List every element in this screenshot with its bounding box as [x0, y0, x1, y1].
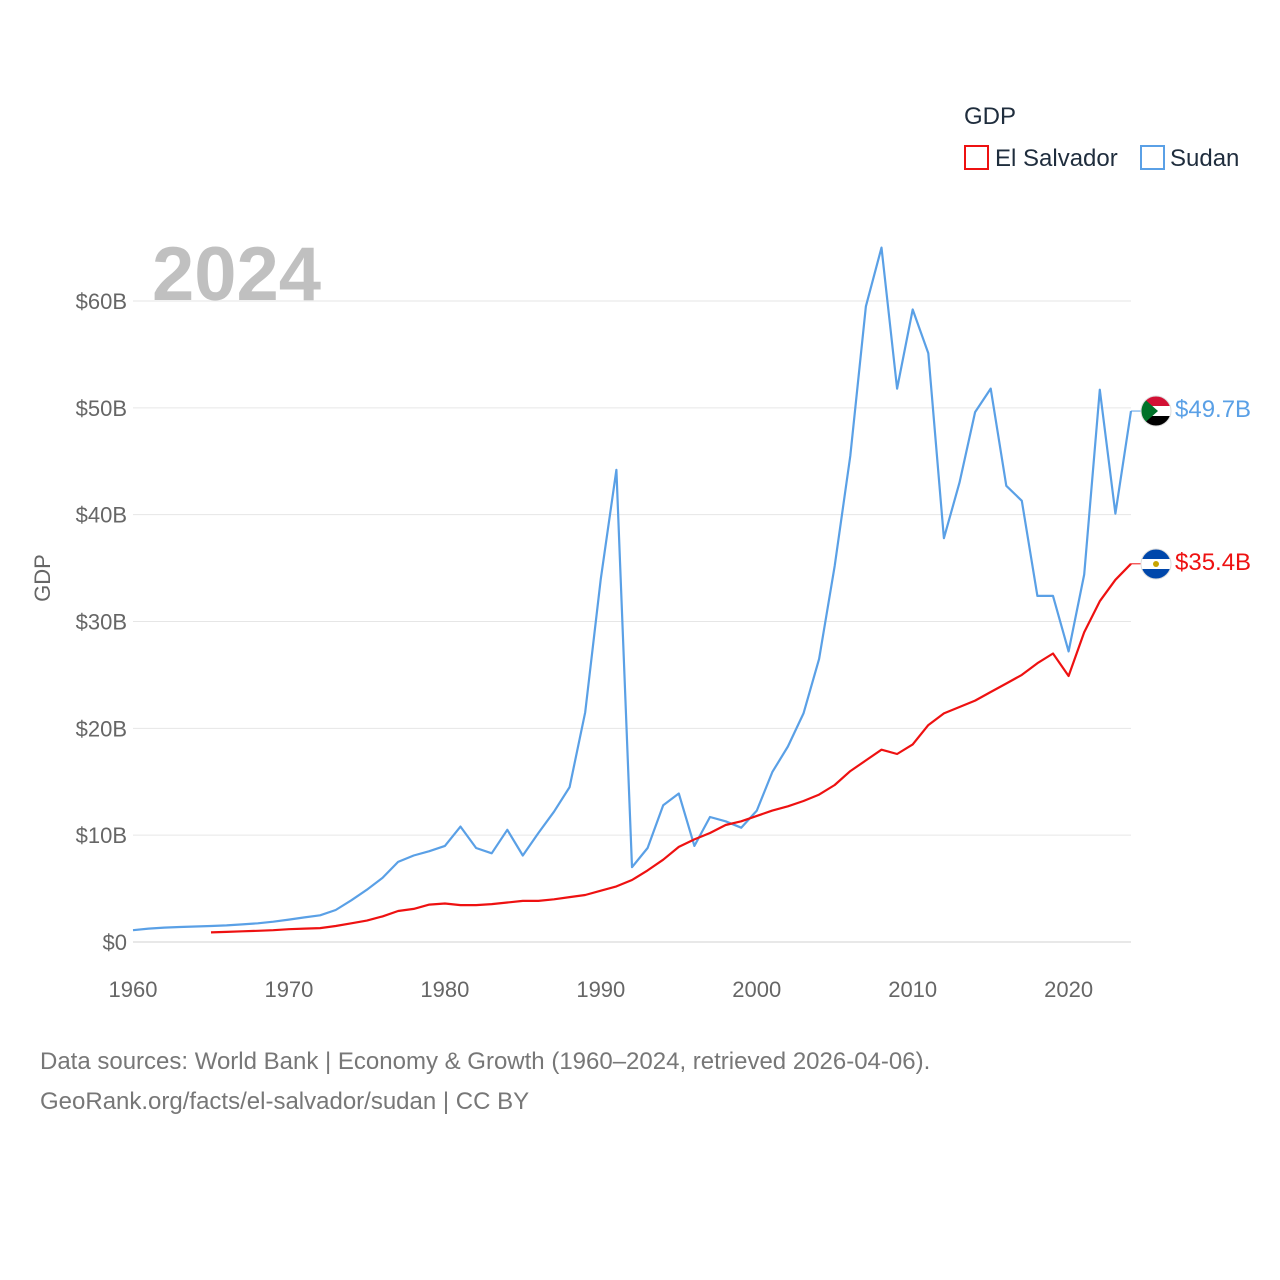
- x-tick-label: 2010: [888, 977, 937, 1002]
- legend: GDP El Salvador Sudan: [964, 103, 1239, 172]
- y-tick-label: $50B: [76, 396, 127, 421]
- legend-swatch-el-salvador[interactable]: [964, 145, 989, 170]
- legend-title: GDP: [964, 103, 1016, 130]
- legend-swatch-sudan[interactable]: [1140, 145, 1165, 170]
- y-axis-label: GDP: [30, 554, 55, 602]
- x-axis-ticks: 1960 1970 1980 1990 2000 2010 2020: [109, 977, 1094, 1002]
- x-tick-label: 1970: [264, 977, 313, 1002]
- el-salvador-flag-icon: [1140, 548, 1172, 580]
- y-tick-label: $20B: [76, 716, 127, 741]
- legend-label-sudan[interactable]: Sudan: [1170, 145, 1239, 172]
- series-line-sudan[interactable]: [132, 246, 1133, 932]
- license-line: GeoRank.org/facts/el-salvador/sudan | CC…: [40, 1088, 530, 1115]
- x-tick-label: 1990: [576, 977, 625, 1002]
- x-tick-label: 2020: [1044, 977, 1093, 1002]
- y-axis-ticks: $0 $10B $20B $30B $40B $50B $60B: [76, 289, 127, 955]
- legend-label-el-salvador[interactable]: El Salvador: [995, 145, 1118, 172]
- grid: [133, 300, 1131, 943]
- y-tick-label: $10B: [76, 823, 127, 848]
- end-value-label-sudan: $49.7B: [1175, 396, 1251, 423]
- series-line-el-salvador[interactable]: [210, 563, 1132, 934]
- source-footer: Data sources: World Bank | Economy & Gro…: [40, 1042, 930, 1122]
- y-tick-label: $40B: [76, 503, 127, 528]
- series-lines: [132, 246, 1141, 934]
- y-tick-label: $30B: [76, 610, 127, 635]
- x-tick-label: 1960: [109, 977, 158, 1002]
- x-tick-label: 1980: [420, 977, 469, 1002]
- y-tick-label: $0: [103, 930, 127, 955]
- end-value-label-el-salvador: $35.4B: [1175, 549, 1251, 576]
- x-tick-label: 2000: [732, 977, 781, 1002]
- sudan-flag-icon: [1140, 395, 1172, 427]
- y-tick-label: $60B: [76, 289, 127, 314]
- source-line: Data sources: World Bank | Economy & Gro…: [40, 1048, 931, 1075]
- year-watermark: 2024: [152, 232, 321, 317]
